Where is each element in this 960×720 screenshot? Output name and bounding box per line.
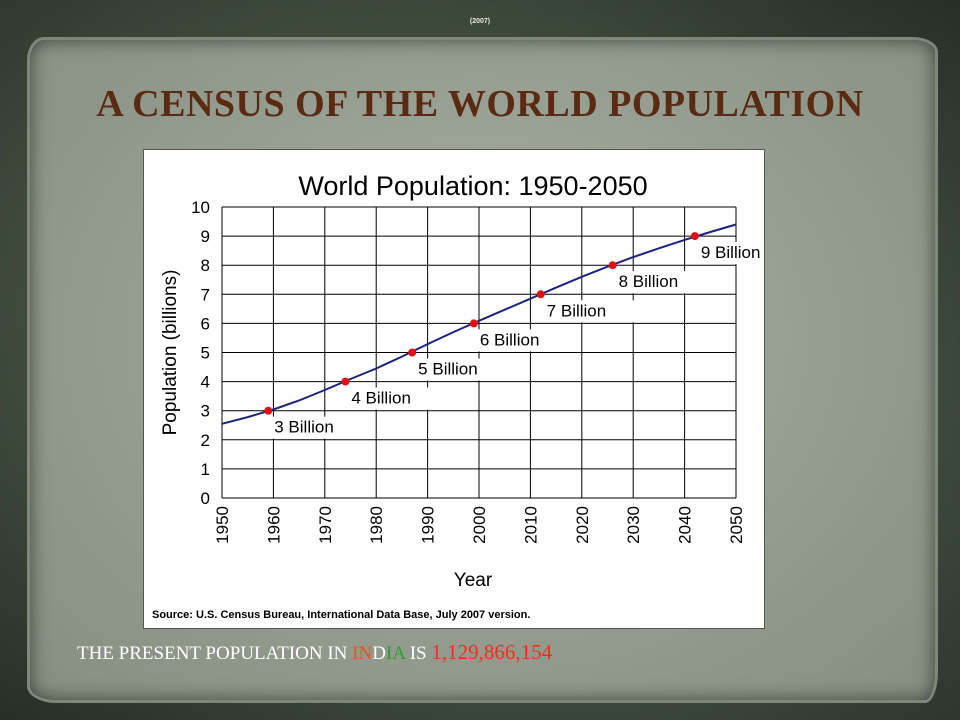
milestone-label-bg — [614, 271, 710, 294]
x-tick-label: 2010 — [521, 506, 540, 544]
milestone-label: 5 Billion — [418, 360, 478, 379]
y-tick-label: 10 — [191, 198, 210, 217]
header-note-line2: (2007) — [469, 18, 491, 25]
milestone-label: 3 Billion — [274, 418, 334, 437]
footer-country-part3: IA — [385, 643, 405, 664]
x-tick-label: 2040 — [676, 506, 695, 544]
y-tick-label: 5 — [201, 344, 210, 363]
milestone-label: 9 Billion — [701, 243, 761, 262]
milestone-label-bg — [475, 329, 571, 352]
milestone-label: 6 Billion — [480, 330, 540, 349]
y-tick-label: 9 — [201, 227, 210, 246]
milestone-label: 7 Billion — [547, 301, 607, 320]
y-tick-label: 4 — [201, 373, 210, 392]
y-tick-label: 6 — [201, 314, 210, 333]
x-tick-label: 1990 — [419, 506, 438, 544]
x-axis-label: Year — [454, 570, 493, 591]
x-tick-label: 1950 — [213, 506, 232, 544]
milestone-label: 4 Billion — [351, 389, 411, 408]
footer-country-part2: D — [372, 643, 386, 664]
milestone-point — [264, 406, 273, 415]
x-tick-label: 1980 — [367, 506, 386, 544]
x-tick-label: 2020 — [573, 506, 592, 544]
y-tick-label: 1 — [201, 460, 210, 479]
milestone-point — [608, 261, 617, 270]
footer-prefix: THE PRESENT POPULATION IN — [77, 643, 353, 664]
population-footer: THE PRESENT POPULATION IN INDIA IS 1,129… — [77, 640, 552, 665]
y-axis-label: Population (billions) — [160, 270, 181, 436]
chart-svg: World Population: 1950-2050 0 1 2 3 4 5 6 7 8 9 10 1… — [152, 171, 764, 621]
milestone-point — [690, 232, 699, 241]
footer-middle: IS — [404, 643, 432, 664]
x-tick-label: 2050 — [727, 506, 746, 544]
footer-population-value: 1,129,866,154 — [431, 640, 553, 664]
y-tick-label: 2 — [201, 431, 210, 450]
milestone-point — [408, 348, 417, 357]
milestone-label-bg — [542, 300, 638, 323]
population-chart: World Population: 1950-2050 0 1 2 3 4 5 6 7 8 9 10 1… — [143, 149, 765, 629]
y-tick-label: 8 — [201, 256, 210, 275]
y-tick-label: 7 — [201, 285, 210, 304]
milestone-point — [469, 319, 478, 328]
y-tick-label: 3 — [201, 402, 210, 421]
milestone-label-bg — [696, 242, 764, 265]
slide-title: A CENSUS OF THE WORLD POPULATION — [96, 83, 864, 125]
milestone-point — [536, 290, 545, 299]
y-tick-label: 0 — [201, 489, 210, 508]
chart-source: Source: U.S. Census Bureau, Internationa… — [152, 609, 530, 621]
milestone-label-bg — [270, 416, 365, 439]
milestone-label: 8 Billion — [619, 272, 679, 291]
x-tick-label: 2030 — [624, 506, 643, 544]
x-tick-label: 1970 — [316, 506, 335, 544]
footer-country-part1: IN — [352, 643, 373, 664]
chart-title: World Population: 1950-2050 — [298, 171, 647, 201]
x-tick-label: 1960 — [264, 506, 283, 544]
milestone-point — [341, 377, 350, 386]
milestone-label-bg — [347, 387, 442, 410]
x-tick-label: 2000 — [470, 506, 489, 544]
population-series-line — [221, 223, 737, 425]
milestone-label-bg — [414, 358, 509, 381]
